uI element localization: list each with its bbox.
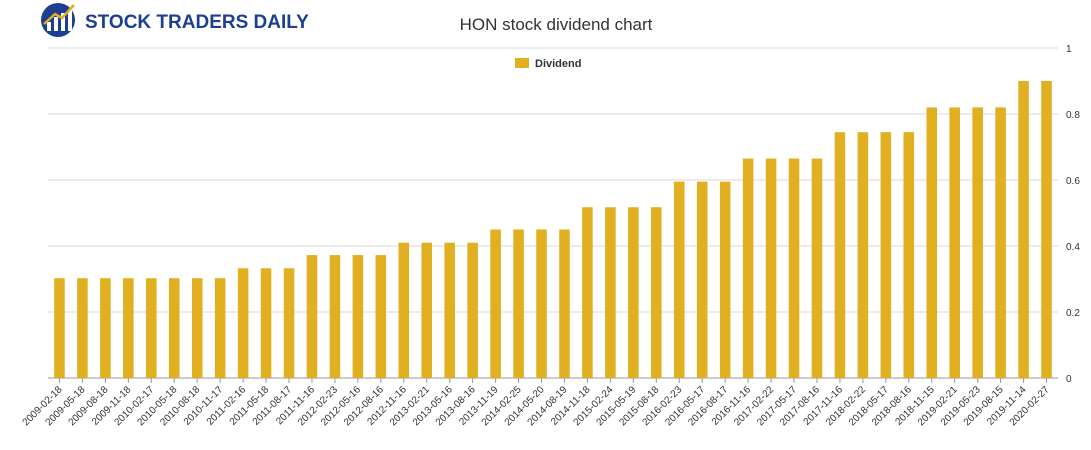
bar — [237, 268, 249, 378]
bar — [329, 255, 341, 378]
y-tick-label: 0 — [1066, 374, 1072, 385]
brand-logo: STOCK TRADERS DAILY — [41, 3, 309, 37]
legend-label: Dividend — [535, 58, 581, 70]
bar — [536, 229, 547, 378]
bar — [559, 229, 570, 378]
bar — [146, 278, 157, 378]
bar — [77, 278, 88, 378]
bar — [788, 158, 800, 378]
y-axis: 0 0.2 0.4 0.6 0.8 1 — [1066, 44, 1080, 385]
bar — [765, 158, 777, 378]
bar — [605, 207, 616, 378]
bar — [903, 132, 915, 378]
bar — [306, 255, 318, 378]
bar — [283, 268, 295, 378]
bar — [696, 181, 708, 378]
logo-trend-arrow-icon — [43, 4, 75, 25]
bar — [582, 207, 593, 378]
bar — [352, 255, 364, 378]
bar — [100, 278, 111, 378]
bar — [949, 107, 960, 379]
bar — [421, 242, 433, 378]
legend-swatch — [515, 58, 529, 68]
y-tick-label: 0.2 — [1066, 308, 1080, 319]
brand-name: STOCK TRADERS DAILY — [85, 12, 309, 33]
bar — [214, 278, 226, 378]
logo-bar-icon — [47, 22, 51, 31]
y-tick-label: 0.6 — [1066, 176, 1080, 187]
chart-title: HON stock dividend chart — [460, 15, 653, 34]
y-tick-label: 0.4 — [1066, 242, 1080, 253]
bar — [260, 268, 272, 378]
bar — [811, 158, 823, 378]
bar — [1018, 81, 1029, 378]
bar — [1041, 81, 1052, 378]
logo-bar-icon — [68, 9, 72, 31]
bar — [651, 207, 662, 378]
bar — [375, 255, 387, 378]
bar — [444, 242, 455, 378]
x-axis: 2009-02-182009-05-182009-08-182009-11-18… — [21, 378, 1052, 428]
bar — [926, 107, 938, 379]
bar — [628, 207, 639, 378]
bar — [972, 107, 983, 379]
bar — [191, 278, 203, 378]
bar — [880, 132, 892, 378]
bar — [168, 278, 180, 378]
bar — [398, 242, 410, 378]
logo-bar-icon — [54, 17, 58, 31]
bar — [123, 278, 134, 378]
bar — [834, 132, 846, 378]
bar — [490, 229, 501, 378]
logo-bar-icon — [61, 13, 65, 31]
bar — [673, 181, 685, 378]
legend: Dividend — [515, 58, 581, 70]
y-tick-label: 0.8 — [1066, 110, 1080, 121]
bar — [742, 158, 754, 378]
bar — [719, 181, 731, 378]
bars — [54, 81, 1052, 379]
bar — [513, 229, 524, 378]
bar — [995, 107, 1006, 379]
y-tick-label: 1 — [1066, 44, 1072, 55]
bar — [857, 132, 869, 378]
bar — [54, 278, 65, 378]
bar — [467, 242, 478, 378]
